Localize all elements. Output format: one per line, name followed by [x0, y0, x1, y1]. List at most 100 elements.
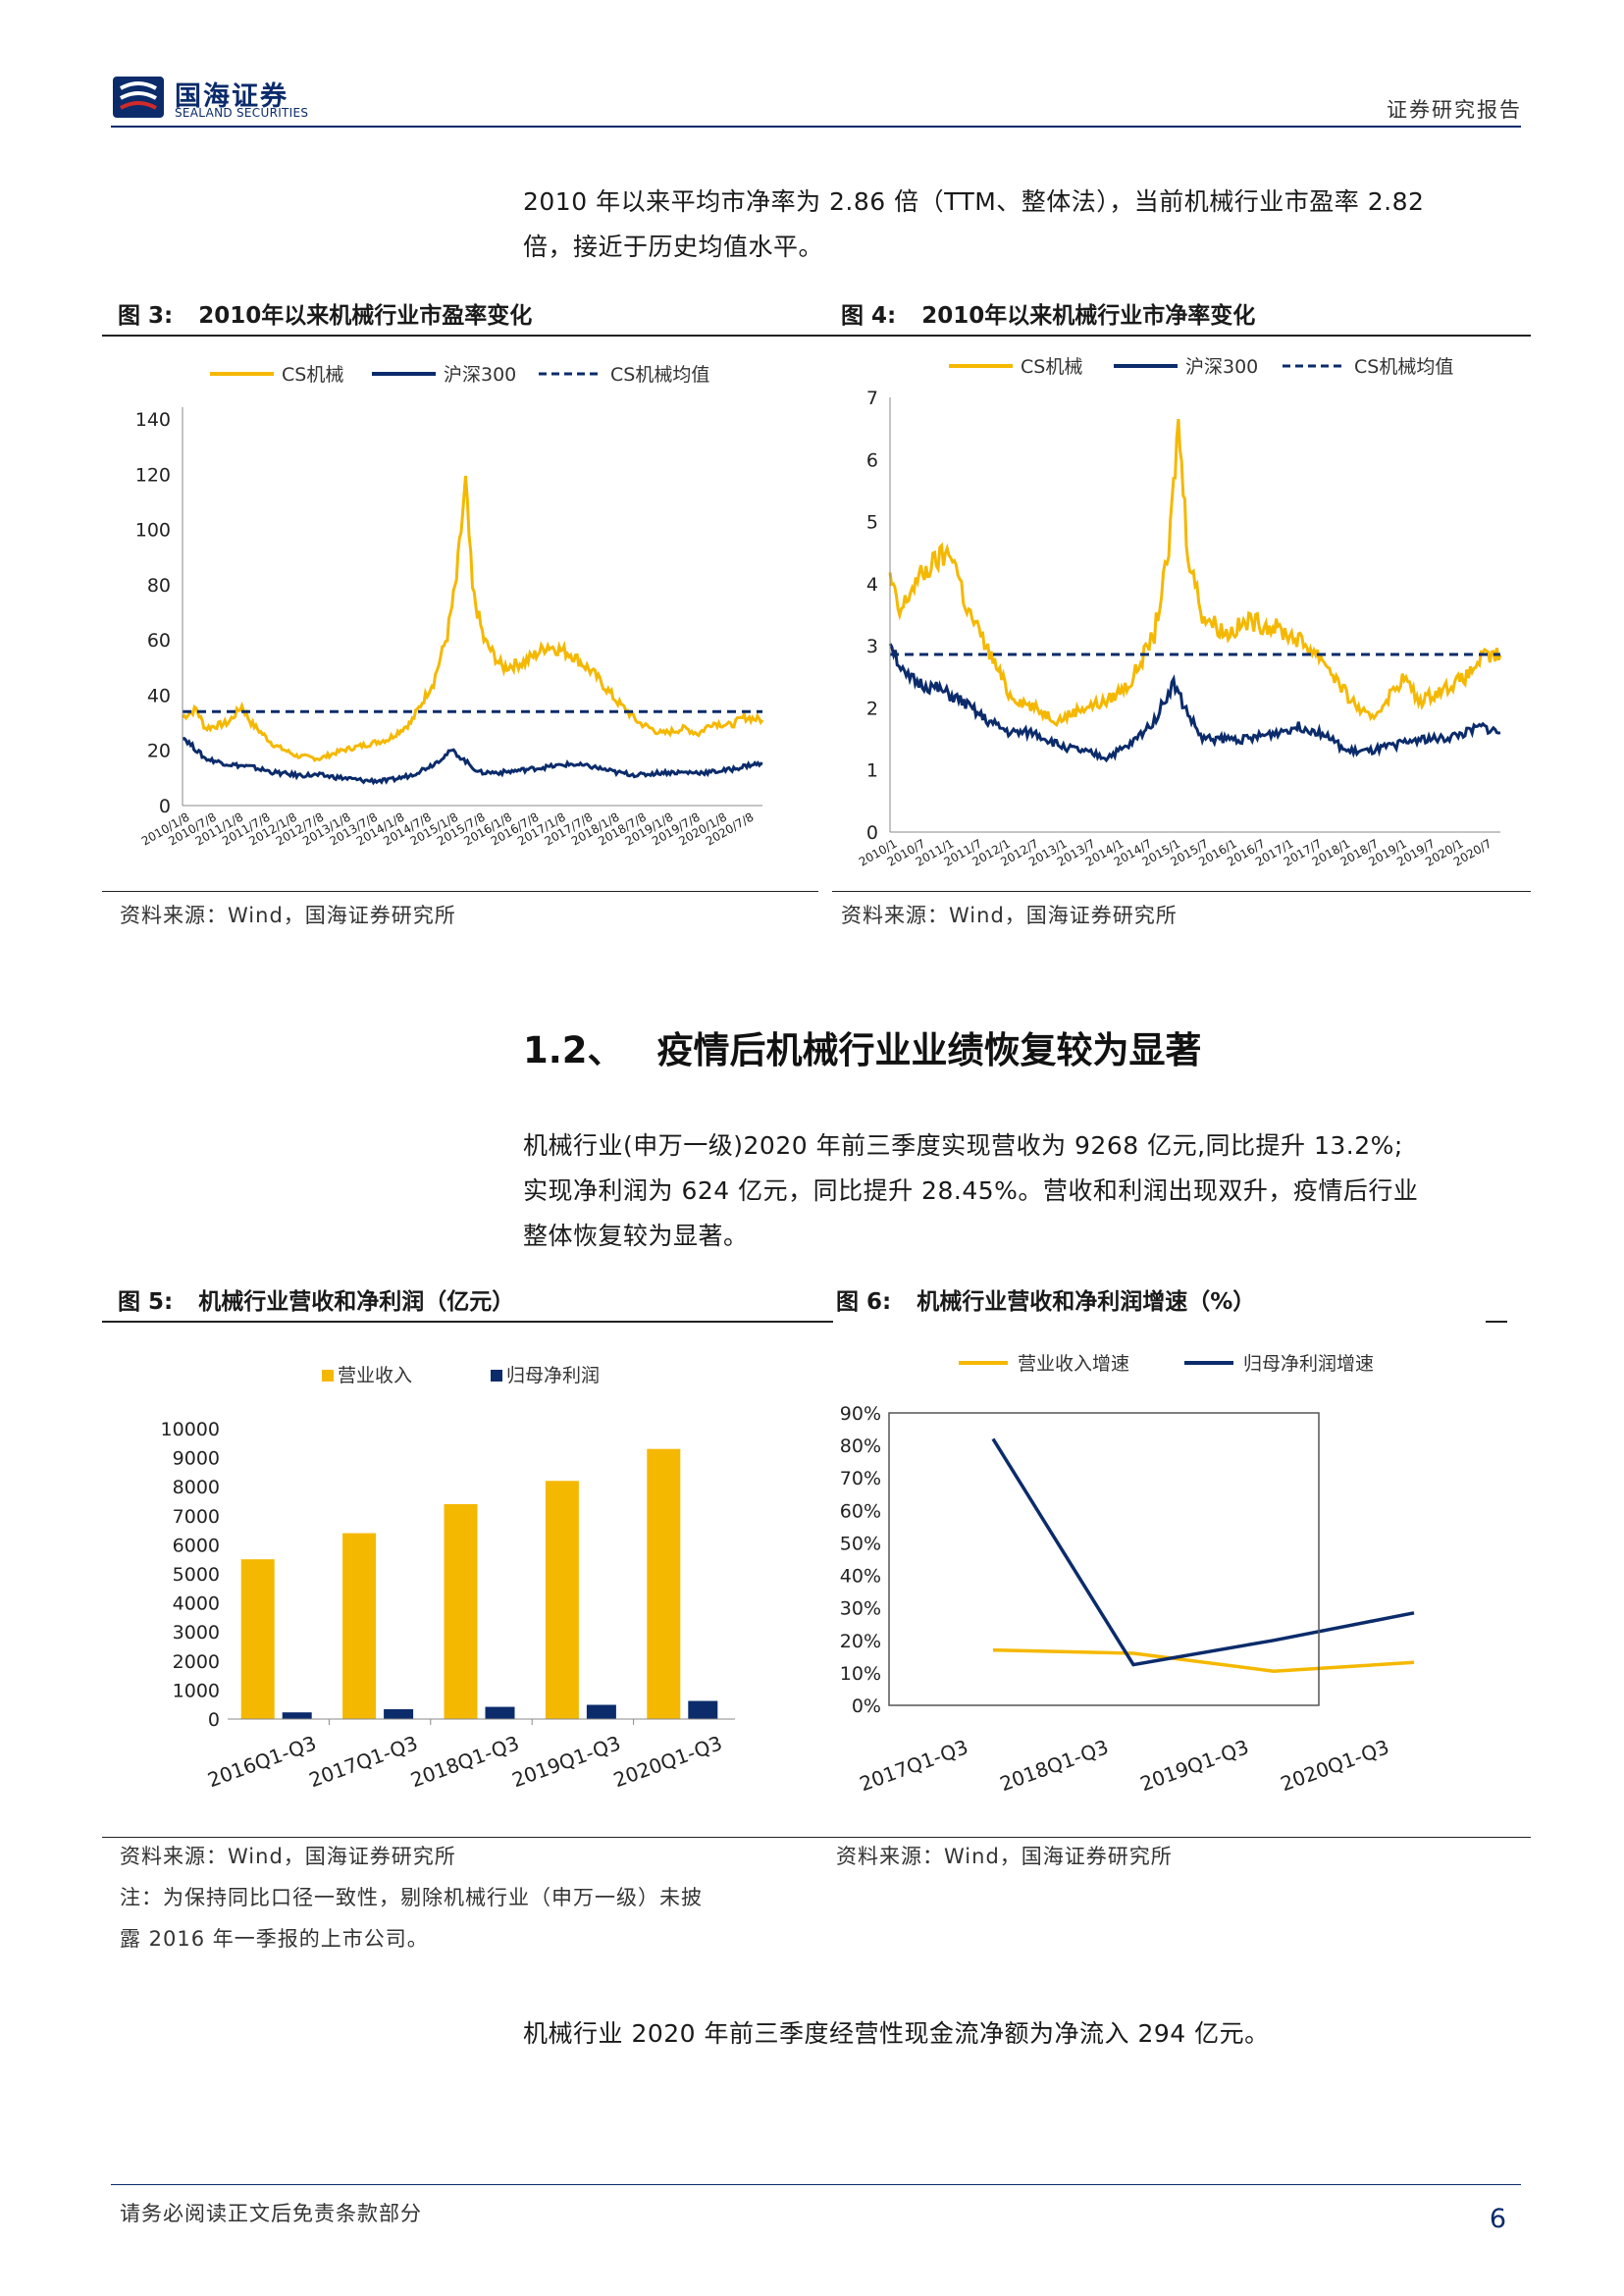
fig4-title-text: 2010年以来机械行业市净率变化	[921, 303, 1256, 329]
fig3-y-tick-label: 120	[135, 464, 171, 486]
fig3-legend-label-1: CS机械	[282, 364, 343, 386]
fig6-y-tick-label: 40%	[840, 1566, 881, 1588]
fig4-y-tick-label: 5	[866, 512, 878, 534]
fig5-y-tick-label: 4000	[173, 1593, 220, 1615]
fig4-series-line	[888, 643, 1501, 763]
fig6-x-tick-label: 2017Q1-Q3	[857, 1735, 971, 1796]
intro-line-1: 2010 年以来平均市净率为 2.86 倍（TTM、整体法），当前机械行业市盈率…	[523, 187, 1425, 216]
fig6-legend-label-1: 营业收入增速	[1018, 1353, 1129, 1375]
results-paragraph: 机械行业(申万一级)2020 年前三季度实现营收为 9268 亿元,同比提升 1…	[523, 1123, 1524, 1259]
fig3-bottom-rule	[102, 891, 818, 892]
fig6-x-tick-label: 2018Q1-Q3	[997, 1735, 1112, 1796]
fig3-legend-label-2: 沪深300	[444, 364, 516, 386]
fig4-legend: CS机械 沪深300 CS机械均值	[949, 356, 1453, 378]
sealand-logo-icon	[113, 77, 164, 118]
fig6-plot-frame	[888, 1412, 1320, 1706]
fig6-series-line	[991, 1437, 1415, 1667]
fig5-y-tick-label: 1000	[173, 1680, 220, 1701]
fig5-bar-revenue	[647, 1448, 681, 1719]
fig3-y-tick-label: 20	[147, 741, 171, 762]
fig6-y-tick-label: 70%	[840, 1468, 881, 1489]
intro-paragraph: 2010 年以来平均市净率为 2.86 倍（TTM、整体法），当前机械行业市盈率…	[523, 180, 1524, 270]
fig3-legend: CS机械 沪深300 CS机械均值	[210, 364, 709, 386]
footer-rule	[111, 2184, 1521, 2185]
fig3-y-tick-label: 100	[135, 520, 171, 542]
fig6-y-tick-label: 20%	[840, 1631, 881, 1652]
fig6-x-tick-label: 2019Q1-Q3	[1137, 1735, 1252, 1796]
fig5-y-tick-label: 7000	[173, 1506, 220, 1528]
intro-line-2: 倍，接近于历史均值水平。	[523, 233, 824, 261]
fig5-y-tick-label: 5000	[173, 1564, 220, 1586]
fig5-chart: 营业收入 归母净利润 0 1000 2000 3000 4000 5000 6000 7000…	[161, 1365, 735, 1792]
fig4-y-tick-label: 0	[866, 822, 878, 844]
fig3-title-text: 2010年以来机械行业市盈率变化	[198, 303, 533, 329]
fig3-source: 资料来源：Wind，国海证券研究所	[120, 904, 456, 927]
fig5-title-text: 机械行业营收和净利润（亿元）	[198, 1289, 515, 1315]
cashflow-paragraph: 机械行业 2020 年前三季度经营性现金流净额为净流入 294 亿元。	[523, 2019, 1270, 2048]
fig56-bottom-rule	[102, 1837, 1531, 1838]
fig4-y-tick-label: 6	[866, 449, 878, 471]
fig6-y-tick-label: 60%	[840, 1500, 881, 1522]
fig5-bar-revenue	[444, 1503, 478, 1719]
fig4-y-tick-label: 4	[866, 574, 878, 596]
fig5-x-tick-label: 2017Q1-Q3	[306, 1731, 421, 1792]
fig5-legend-label-1: 营业收入	[338, 1365, 412, 1386]
fig5-x-tick-label: 2020Q1-Q3	[610, 1731, 725, 1792]
fig5-y-tick-label: 0	[208, 1709, 220, 1731]
fig4-bottom-rule	[832, 891, 1531, 892]
fig3-number: 图 3:	[118, 303, 174, 329]
fig4-y-tick-label: 7	[866, 388, 878, 409]
fig3-series-line	[182, 736, 763, 786]
fig5-bar-profit	[586, 1704, 616, 1719]
fig3-y-tick-label: 40	[147, 685, 171, 706]
logo-text: 国海证券	[175, 81, 288, 112]
fig5-number: 图 5:	[118, 1289, 174, 1315]
fig6-chart: 营业收入增速 归母净利润增速 0% 10% 20% 30% 40% 50% 60% 70% 80…	[840, 1353, 1415, 1796]
fig5-y-tick-label: 2000	[173, 1651, 220, 1673]
fig6-y-tick-label: 80%	[840, 1435, 881, 1457]
results-line-3: 整体恢复较为显著。	[523, 1222, 749, 1250]
fig5-y-tick-label: 3000	[173, 1622, 220, 1644]
fig6-legend: 营业收入增速 归母净利润增速	[959, 1353, 1374, 1375]
fig4-source: 资料来源：Wind，国海证券研究所	[841, 904, 1178, 927]
fig3-legend-label-3: CS机械均值	[610, 364, 709, 386]
fig6-legend-label-2: 归母净利润增速	[1243, 1353, 1374, 1375]
header-rule	[111, 126, 1521, 128]
fig5-note-line-1: 注：为保持同比口径一致性，剔除机械行业（申万一级）未披	[120, 1886, 703, 1909]
fig6-y-tick-label: 0%	[852, 1696, 881, 1717]
footer-disclaimer: 请务必阅读正文后免责条款部分	[120, 2202, 422, 2225]
fig6-y-tick-label: 50%	[840, 1533, 881, 1554]
fig3-y-tick-label: 140	[135, 409, 171, 431]
fig5-y-tick-label: 6000	[173, 1535, 220, 1556]
fig5-x-tick-label: 2018Q1-Q3	[407, 1731, 522, 1792]
fig5-legend: 营业收入 归母净利润	[322, 1365, 600, 1386]
fig5-y-tick-label: 9000	[173, 1448, 220, 1470]
fig5-bar-revenue	[342, 1533, 377, 1719]
fig5-y-tick-label: 10000	[161, 1419, 220, 1440]
fig5-bar-revenue	[545, 1481, 579, 1719]
fig6-number: 图 6:	[836, 1289, 892, 1315]
fig6-y-tick-label: 30%	[840, 1598, 881, 1620]
fig3-y-tick-label: 60	[147, 630, 171, 652]
fig5-legend-swatch-1	[322, 1370, 334, 1382]
fig5-title: 图 5: 机械行业营收和净利润（亿元）	[118, 1282, 514, 1316]
fig4-number: 图 4:	[841, 303, 897, 329]
fig6-source: 资料来源：Wind，国海证券研究所	[836, 1845, 1173, 1868]
fig6-y-tick-label: 90%	[840, 1403, 881, 1425]
results-line-1: 机械行业(申万一级)2020 年前三季度实现营收为 9268 亿元,同比提升 1…	[523, 1131, 1403, 1160]
fig3-y-tick-label: 0	[159, 796, 171, 817]
fig5-top-rule	[102, 1321, 833, 1323]
fig5-source: 资料来源：Wind，国海证券研究所	[120, 1845, 456, 1868]
fig5-bar-revenue	[240, 1559, 275, 1719]
fig6-title-text: 机械行业营收和净利润增速（%）	[917, 1289, 1256, 1315]
fig34-top-rule	[102, 335, 1531, 337]
fig5-note-line-2: 露 2016 年一季报的上市公司。	[120, 1927, 429, 1951]
page-number: 6	[1489, 2204, 1506, 2234]
fig5-x-tick-label: 2019Q1-Q3	[509, 1731, 624, 1792]
fig4-y-tick-label: 2	[866, 698, 878, 719]
fig4-y-tick-label: 1	[866, 760, 878, 782]
fig5-bar-profit	[384, 1708, 414, 1719]
section-title: 疫情后机械行业业绩恢复较为显著	[656, 1029, 1202, 1071]
fig5-legend-swatch-2	[491, 1370, 502, 1382]
